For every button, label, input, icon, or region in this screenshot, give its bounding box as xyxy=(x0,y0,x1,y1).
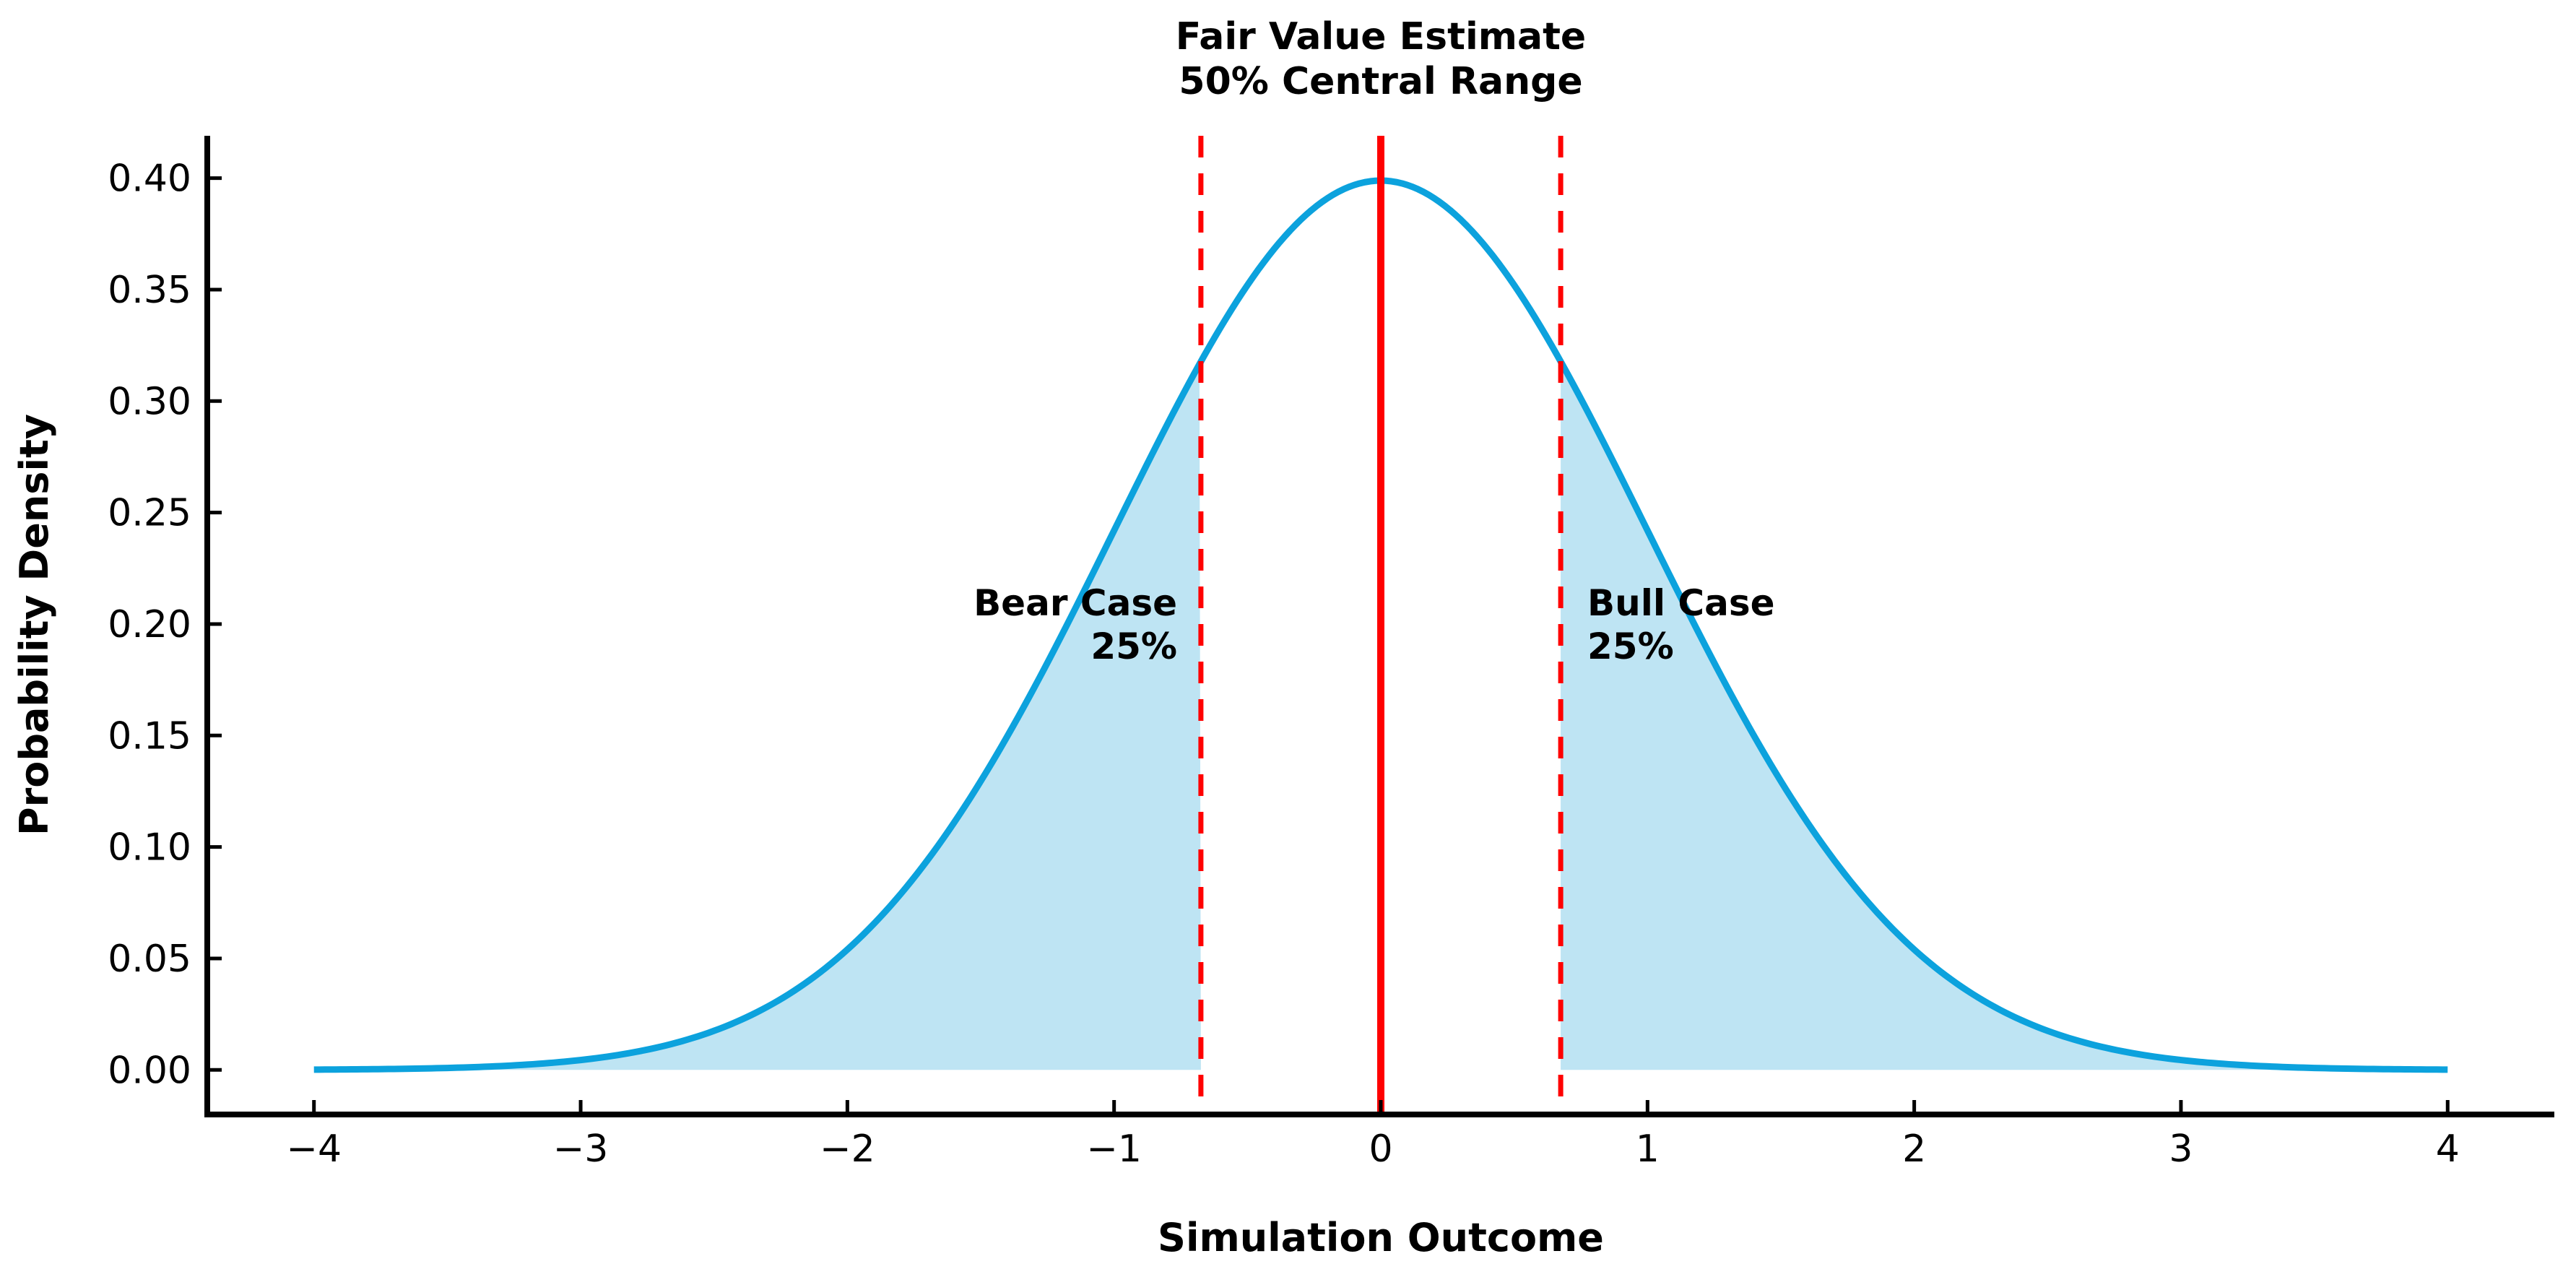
x-tick-label: 2 xyxy=(1902,1127,1926,1171)
x-tick-label: −1 xyxy=(1086,1127,1142,1171)
bull-tail-fill xyxy=(1561,361,2448,1070)
y-tick-label: 0.10 xyxy=(108,826,191,870)
x-tick-label: −2 xyxy=(820,1127,875,1171)
y-tick-label: 0.15 xyxy=(108,714,191,758)
y-axis-label: Probability Density xyxy=(12,414,57,836)
y-tick-label: 0.25 xyxy=(108,492,191,535)
tick-label-layer: −4 −3 −2 −1 0 1 2 3 4 0.00 0.05 0.10 0.15 0.20 0.25 0.3… xyxy=(108,157,2460,1171)
bull-case-annotation-line2: 25% xyxy=(1587,625,1674,667)
x-tick-label: 1 xyxy=(1636,1127,1660,1171)
bull-case-annotation-line1: Bull Case xyxy=(1587,582,1775,624)
x-tick-label: 0 xyxy=(1369,1127,1392,1171)
chart-title-line2: 50% Central Range xyxy=(1179,60,1582,103)
x-tick-label: −3 xyxy=(553,1127,609,1171)
y-tick-label: 0.05 xyxy=(108,938,191,981)
reference-line-layer xyxy=(1198,136,1564,1114)
x-tick-label: 3 xyxy=(2169,1127,2193,1171)
y-tick-label: 0.30 xyxy=(108,380,191,423)
bear-case-annotation-line1: Bear Case xyxy=(973,582,1177,624)
axes-layer xyxy=(204,136,2554,1117)
x-axis-label: Simulation Outcome xyxy=(1158,1215,1604,1260)
y-tick-label: 0.40 xyxy=(108,157,191,201)
x-tick-label: −4 xyxy=(286,1127,342,1171)
tail-fill-layer xyxy=(313,361,2448,1070)
bear-case-annotation-line2: 25% xyxy=(1090,625,1177,667)
y-tick-label: 0.20 xyxy=(108,603,191,646)
x-tick-label: 4 xyxy=(2436,1127,2460,1171)
chart-title-line1: Fair Value Estimate xyxy=(1176,15,1586,59)
y-tick-label: 0.35 xyxy=(108,269,191,312)
bear-tail-fill xyxy=(313,364,1201,1070)
y-tick-label: 0.00 xyxy=(108,1049,191,1092)
